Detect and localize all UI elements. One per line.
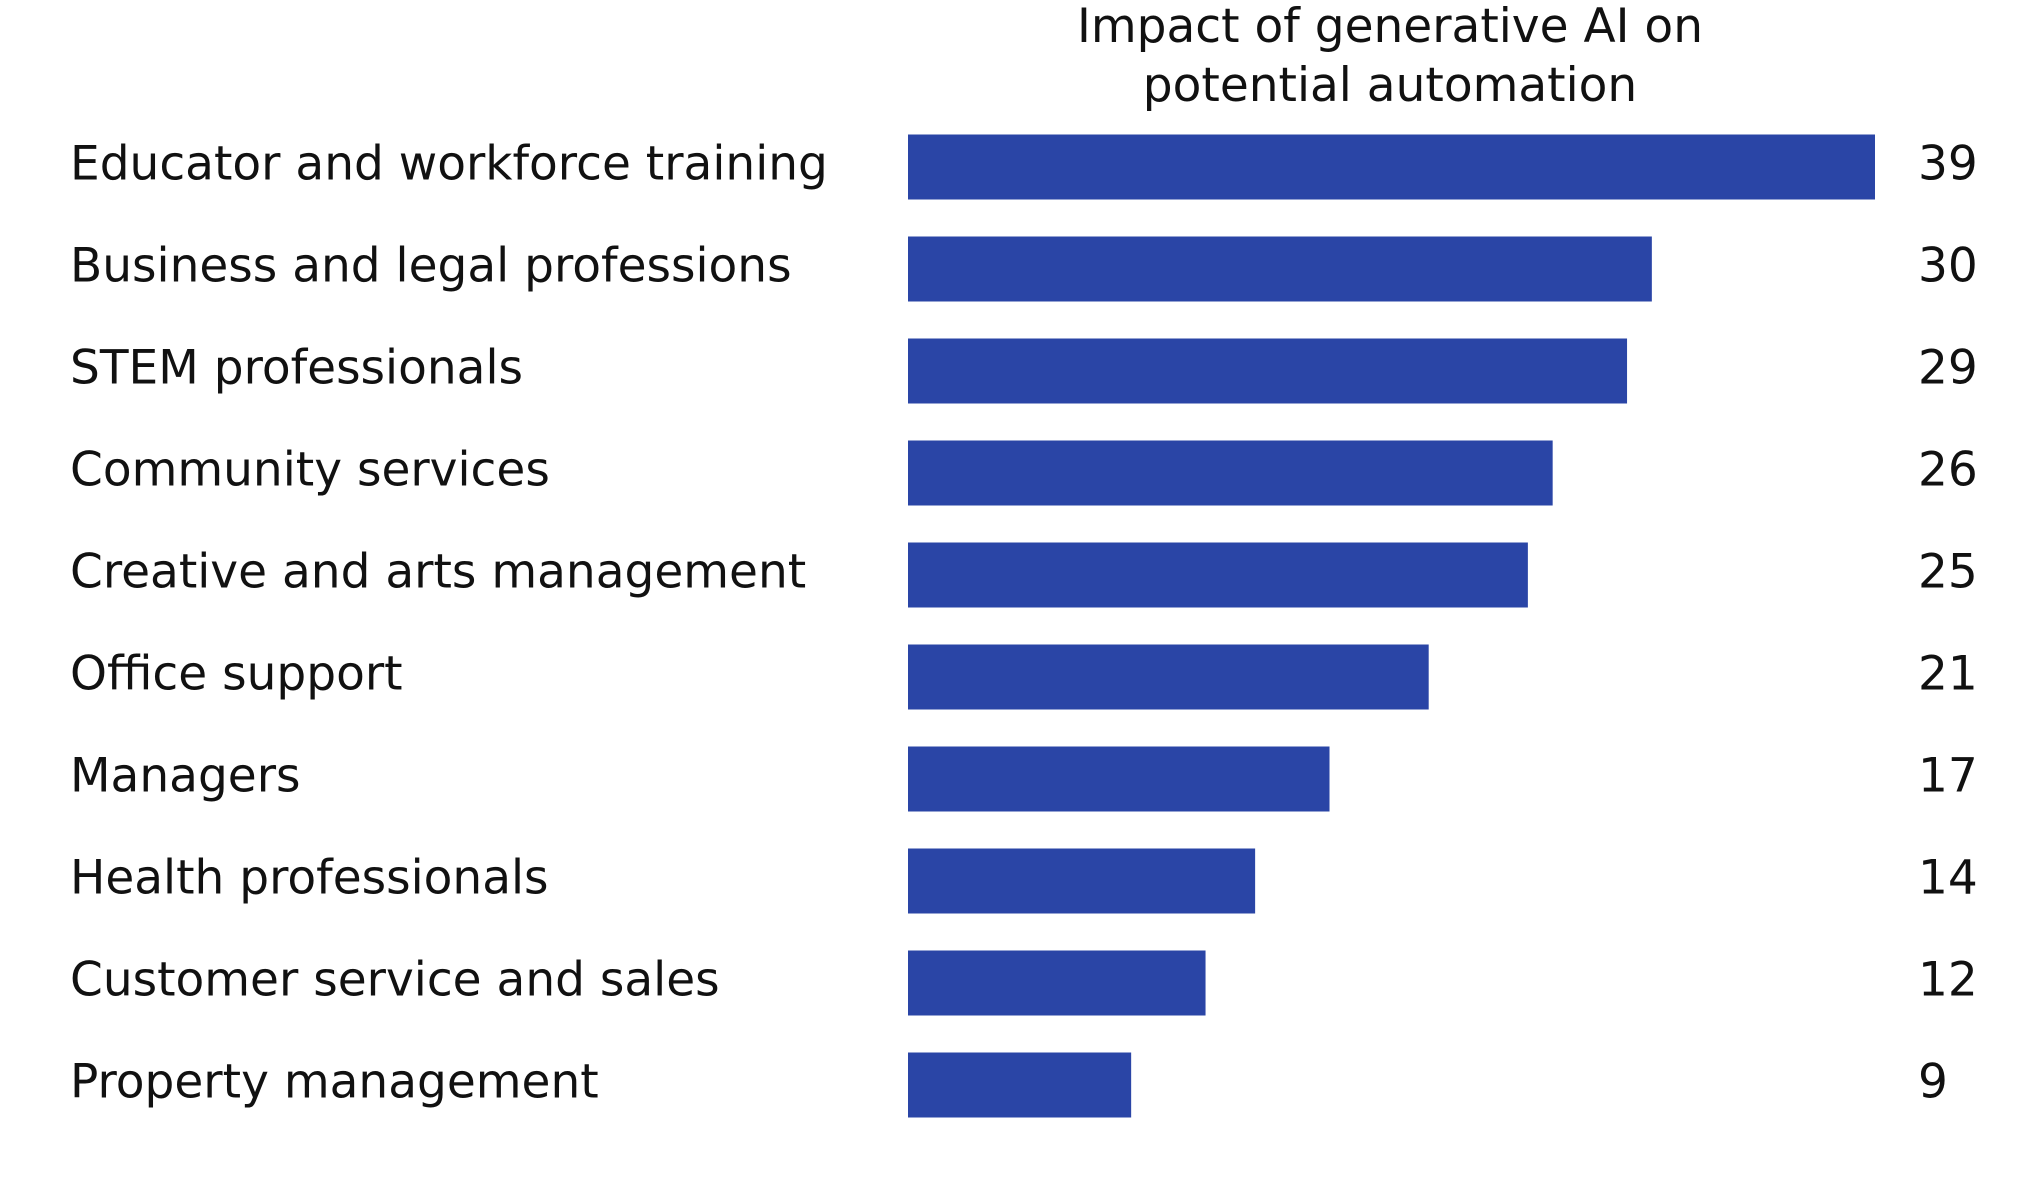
category-label: Office support	[70, 647, 403, 702]
value-label: 39	[1918, 137, 1978, 192]
category-label: Managers	[70, 749, 301, 804]
category-label: Health professionals	[70, 851, 549, 906]
bar	[908, 950, 1206, 1016]
value-label: 25	[1918, 545, 1978, 600]
chart-title-line-1: Impact of generative AI on	[1077, 0, 1703, 54]
category-label: Creative and arts management	[70, 545, 806, 600]
bar	[908, 134, 1875, 200]
value-label: 17	[1918, 749, 1978, 804]
bar	[908, 1052, 1132, 1118]
chart-title: Impact of generative AI on potential aut…	[1077, 0, 1703, 113]
bar	[908, 746, 1330, 812]
category-label: STEM professionals	[70, 341, 523, 396]
bar	[908, 440, 1553, 506]
category-label: Property management	[70, 1055, 599, 1110]
bar	[908, 848, 1256, 914]
value-label: 30	[1918, 239, 1978, 294]
bar	[908, 542, 1528, 608]
value-label: 26	[1918, 443, 1978, 498]
bar-rows: Educator and workforce training 39 Busines…	[70, 134, 1978, 1118]
bar	[908, 236, 1652, 302]
value-label: 9	[1918, 1055, 1948, 1110]
value-label: 29	[1918, 341, 1978, 396]
category-label: Customer service and sales	[70, 953, 720, 1008]
value-label: 14	[1918, 851, 1978, 906]
value-label: 12	[1918, 953, 1978, 1008]
category-label: Community services	[70, 443, 550, 498]
category-label: Business and legal professions	[70, 239, 792, 294]
category-label: Educator and workforce training	[70, 137, 828, 192]
chart-title-line-2: potential automation	[1143, 58, 1637, 113]
value-label: 21	[1918, 647, 1978, 702]
bar	[908, 338, 1628, 404]
bar	[908, 644, 1429, 710]
